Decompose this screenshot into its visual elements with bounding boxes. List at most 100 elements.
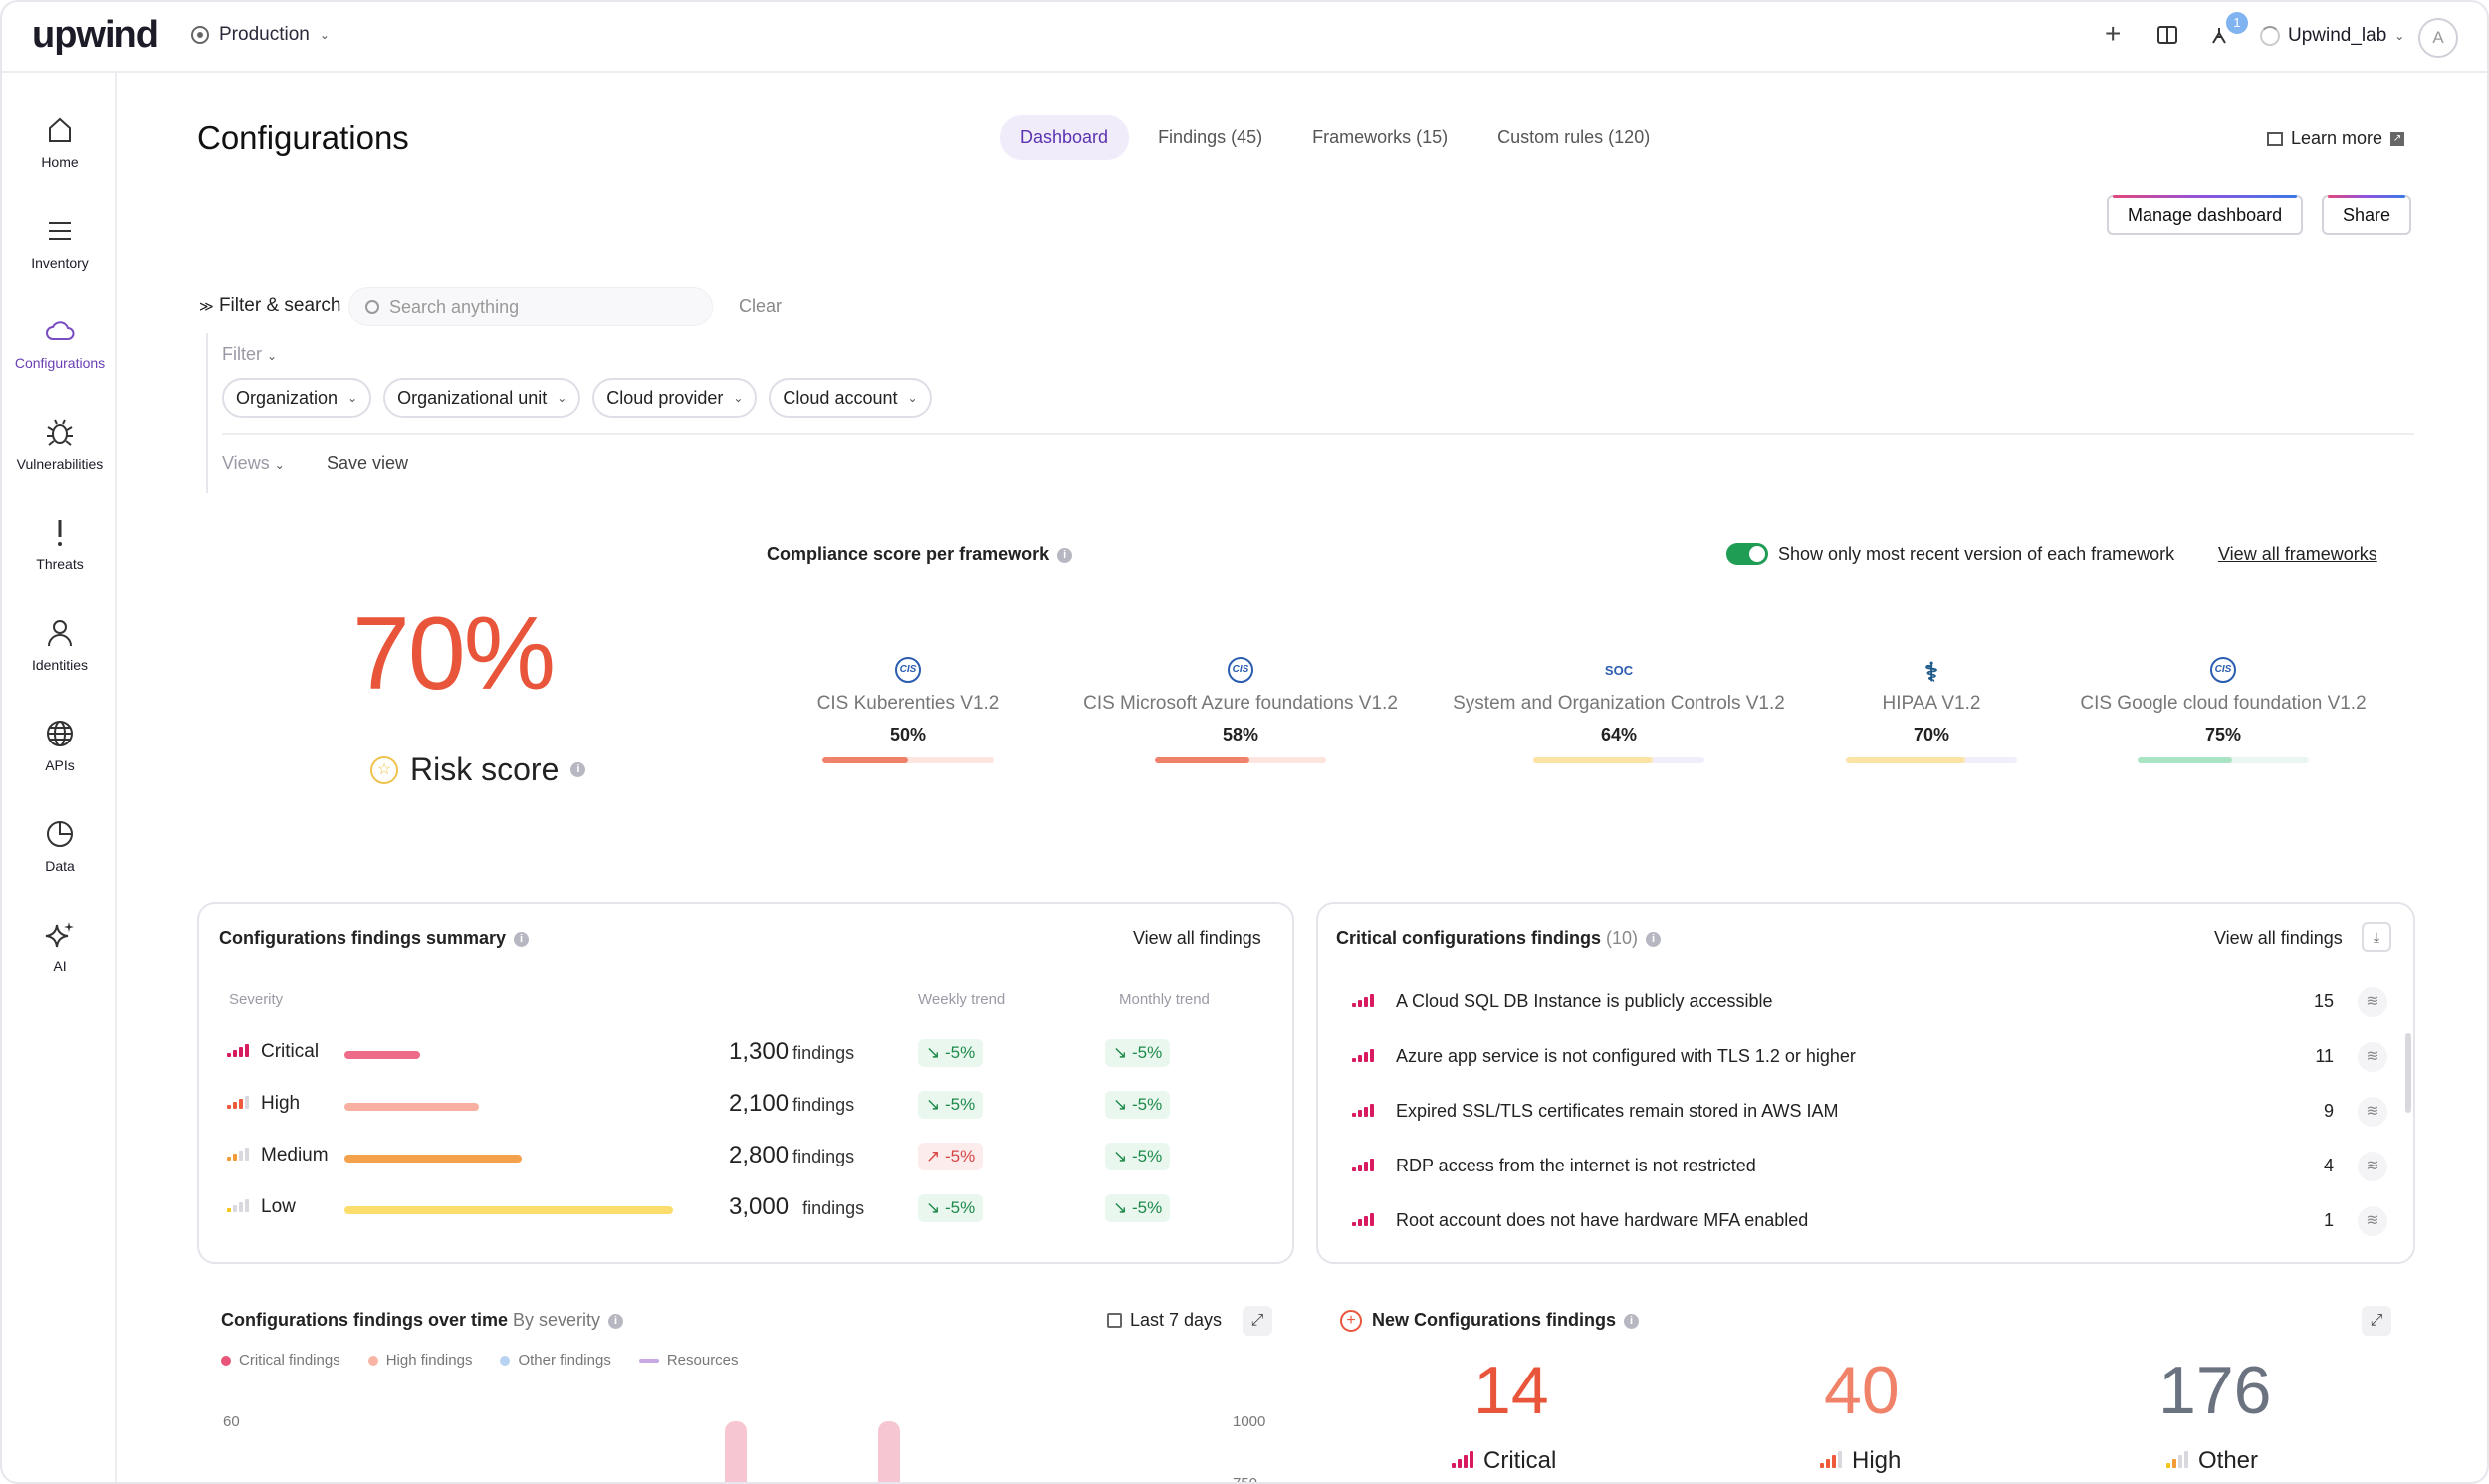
- legend-dot-icon: [500, 1355, 511, 1366]
- legend-line-icon: [638, 1358, 659, 1363]
- expand-icon[interactable]: ⤢: [1243, 1306, 1272, 1336]
- severity-row-low[interactable]: Low 3,000 findings ↘ -5% ↘ -5%: [221, 1188, 1266, 1228]
- sidebar-item-inventory[interactable]: Inventory: [2, 213, 117, 271]
- chip-organizational-unit[interactable]: Organizational unit ⌄: [383, 378, 581, 418]
- expand-icon[interactable]: ⤢: [2362, 1306, 2391, 1336]
- activity-icon[interactable]: [2209, 24, 2229, 52]
- finding-count: 3,000 findings: [729, 1193, 864, 1221]
- framework-soc[interactable]: SOC System and Organization Controls V1.…: [1450, 657, 1788, 763]
- framework-hipaa[interactable]: ⚕ HIPAA V1.2 70%: [1762, 657, 2101, 763]
- sidebar-item-identities[interactable]: Identities: [2, 615, 117, 673]
- view-all-findings-link[interactable]: View all findings: [1133, 928, 1261, 948]
- tab-findings[interactable]: Findings (45): [1158, 127, 1263, 147]
- filter-chips: Organization ⌄ Organizational unit ⌄ Cloud…: [222, 378, 932, 418]
- new-other-label: Other: [2166, 1447, 2258, 1475]
- layers-icon[interactable]: ≋: [2358, 1097, 2387, 1127]
- split-view-icon[interactable]: [2157, 24, 2177, 52]
- layers-icon[interactable]: ≋: [2358, 1152, 2387, 1181]
- sidebar-item-configurations[interactable]: Configurations: [2, 306, 117, 371]
- legend-high[interactable]: High findings: [367, 1352, 472, 1369]
- new-finding-label: High: [1852, 1447, 1902, 1474]
- filter-search-toggle[interactable]: ≫ Filter & search: [199, 295, 340, 317]
- learn-more-link[interactable]: Learn more ↗: [2267, 128, 2405, 149]
- sparkle-icon: [45, 922, 74, 948]
- chart-bar[interactable]: [725, 1421, 747, 1482]
- share-button[interactable]: Share: [2322, 195, 2412, 235]
- info-icon[interactable]: i: [514, 931, 530, 947]
- manage-dashboard-button[interactable]: Manage dashboard: [2107, 195, 2304, 235]
- save-view-button[interactable]: Save view: [327, 453, 409, 473]
- layers-icon[interactable]: ≋: [2358, 987, 2387, 1017]
- chip-cloud-account[interactable]: Cloud account ⌄: [769, 378, 932, 418]
- avatar[interactable]: A: [2418, 18, 2458, 58]
- download-icon[interactable]: ⤓: [2362, 922, 2391, 952]
- date-range-selector[interactable]: Last 7 days: [1107, 1310, 1222, 1331]
- framework-score-bar: [822, 757, 994, 763]
- layers-icon[interactable]: ≋: [2358, 1206, 2387, 1236]
- bug-icon: [47, 419, 73, 446]
- chart-bar[interactable]: [878, 1421, 900, 1482]
- sidebar-item-vulnerabilities[interactable]: Vulnerabilities: [2, 414, 117, 472]
- critical-finding-row[interactable]: Expired SSL/TLS certificates remain stor…: [1350, 1093, 2387, 1133]
- framework-cis-google[interactable]: CIS CIS Google cloud foundation V1.2 75%: [2054, 657, 2392, 763]
- soc-logo-icon: SOC: [1604, 663, 1634, 678]
- clear-button[interactable]: Clear: [739, 296, 783, 316]
- chip-organization[interactable]: Organization ⌄: [222, 378, 372, 418]
- framework-cis-kubernetes[interactable]: CIS CIS Kuberenties V1.2 50%: [739, 657, 1077, 763]
- layers-icon[interactable]: ≋: [2358, 1042, 2387, 1072]
- view-all-frameworks-link[interactable]: View all frameworks: [2218, 544, 2377, 564]
- upwind-logo[interactable]: upwind: [32, 14, 159, 56]
- critical-signal-icon: [227, 1043, 249, 1057]
- sidebar-item-threats[interactable]: Threats: [2, 515, 117, 572]
- sidebar-item-apis[interactable]: APIs: [2, 716, 117, 773]
- legend-label: Other findings: [518, 1352, 611, 1369]
- tab-custom-rules[interactable]: Custom rules (120): [1497, 127, 1651, 147]
- info-icon[interactable]: i: [608, 1313, 624, 1329]
- sidebar-item-ai[interactable]: AI: [2, 917, 117, 974]
- critical-finding-row[interactable]: Azure app service is not configured with…: [1350, 1038, 2387, 1078]
- info-icon[interactable]: i: [1646, 931, 1662, 947]
- chip-cloud-provider[interactable]: Cloud provider ⌄: [592, 378, 758, 418]
- exclamation-icon: [58, 520, 62, 546]
- sidebar-item-data[interactable]: Data: [2, 816, 117, 874]
- critical-finding-row[interactable]: A Cloud SQL DB Instance is publicly acce…: [1350, 983, 2387, 1023]
- chevron-down-icon: ⌄: [267, 349, 278, 363]
- count-unit: findings: [792, 1147, 855, 1166]
- severity-bar: [344, 1051, 420, 1059]
- critical-title: Critical configurations findings: [1336, 928, 1602, 948]
- count-value: 2,800: [729, 1142, 790, 1168]
- cis-logo-icon: CIS: [739, 657, 1077, 691]
- cis-logo-icon: CIS: [2054, 657, 2392, 691]
- plus-icon[interactable]: +: [2105, 18, 2122, 49]
- severity-row-high[interactable]: High 2,100 findings ↘ -5% ↘ -5%: [221, 1085, 1266, 1125]
- severity-row-critical[interactable]: Critical 1,300 findings ↘ -5% ↘ -5%: [221, 1033, 1266, 1073]
- view-all-findings-link[interactable]: View all findings: [2214, 928, 2343, 948]
- severity-row-medium[interactable]: Medium 2,800 findings ↗ -5% ↘ -5%: [221, 1137, 1266, 1176]
- tab-dashboard[interactable]: Dashboard: [1000, 115, 1130, 160]
- search-box[interactable]: [348, 287, 713, 326]
- critical-finding-row[interactable]: RDP access from the internet is not rest…: [1350, 1148, 2387, 1187]
- critical-finding-row[interactable]: Root account does not have hardware MFA …: [1350, 1202, 2387, 1242]
- scrollbar[interactable]: [2405, 1033, 2411, 1113]
- user-menu[interactable]: Upwind_lab ⌄: [2260, 25, 2404, 47]
- double-chevron-icon: ≫: [199, 298, 214, 314]
- info-icon[interactable]: i: [1624, 1313, 1639, 1329]
- legend-other[interactable]: Other findings: [500, 1352, 611, 1369]
- sidebar-item-home[interactable]: Home: [2, 112, 117, 170]
- recent-version-toggle[interactable]: [1726, 543, 1768, 565]
- column-header-severity: Severity: [229, 991, 284, 1008]
- legend-resources[interactable]: Resources: [638, 1352, 739, 1369]
- search-input[interactable]: [389, 296, 688, 318]
- views-dropdown[interactable]: Views ⌄: [222, 453, 285, 474]
- tab-frameworks[interactable]: Frameworks (15): [1312, 127, 1449, 147]
- filter-dropdown[interactable]: Filter ⌄: [222, 344, 277, 365]
- info-icon[interactable]: i: [570, 762, 586, 777]
- finding-count: 9: [2323, 1101, 2334, 1121]
- environment-selector[interactable]: Production ⌄: [191, 24, 330, 46]
- info-icon[interactable]: i: [1057, 547, 1073, 563]
- globe-icon: [47, 721, 73, 746]
- trend-value: -5%: [1131, 1095, 1163, 1114]
- framework-cis-azure[interactable]: CIS CIS Microsoft Azure foundations V1.2…: [1071, 657, 1410, 763]
- framework-score-bar: [1155, 757, 1326, 763]
- legend-critical[interactable]: Critical findings: [221, 1352, 340, 1369]
